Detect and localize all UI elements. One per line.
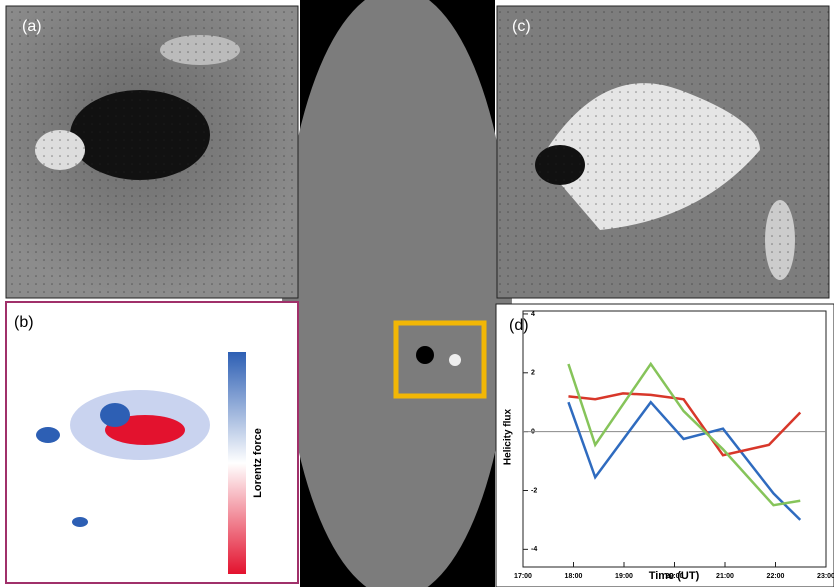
vectors: [6, 6, 298, 298]
x-tick-label: 19:00: [615, 573, 633, 580]
y-tick-label: 4: [531, 311, 535, 318]
panel-label: (d): [509, 317, 529, 334]
panel-label: (c): [512, 18, 531, 35]
y-axis-label: Helicity flux: [503, 409, 514, 466]
blob: [100, 403, 130, 427]
blob: [72, 517, 88, 527]
x-tick-label: 17:00: [514, 573, 532, 580]
blob: [36, 427, 60, 443]
x-tick-label: 23:00: [817, 573, 834, 580]
y-tick-label: 2: [531, 370, 535, 377]
x-tick-label: 18:00: [565, 573, 583, 580]
sunspot: [449, 354, 461, 366]
y-tick-label: -2: [531, 487, 537, 494]
x-tick-label: 21:00: [716, 573, 734, 580]
colorbar: [228, 352, 246, 574]
panel-b: Lorentz force (b): [6, 302, 298, 583]
y-tick-label: -4: [531, 546, 537, 553]
sun-disk: [282, 0, 512, 587]
x-tick-label: 22:00: [767, 573, 785, 580]
panel-a: (a): [6, 6, 298, 298]
panel-c: (c): [497, 6, 829, 298]
panel-label: (b): [14, 314, 34, 331]
x-tick-label: 20:00: [666, 573, 684, 580]
panel-label: (a): [22, 18, 42, 35]
figure: (a) (c) Lorentz force (b) (d) Time (UT) …: [0, 0, 834, 587]
vectors: [497, 6, 829, 298]
colorbar-label: Lorentz force: [252, 428, 264, 498]
sunspot: [416, 346, 434, 364]
panel-d-frame: [496, 304, 834, 587]
